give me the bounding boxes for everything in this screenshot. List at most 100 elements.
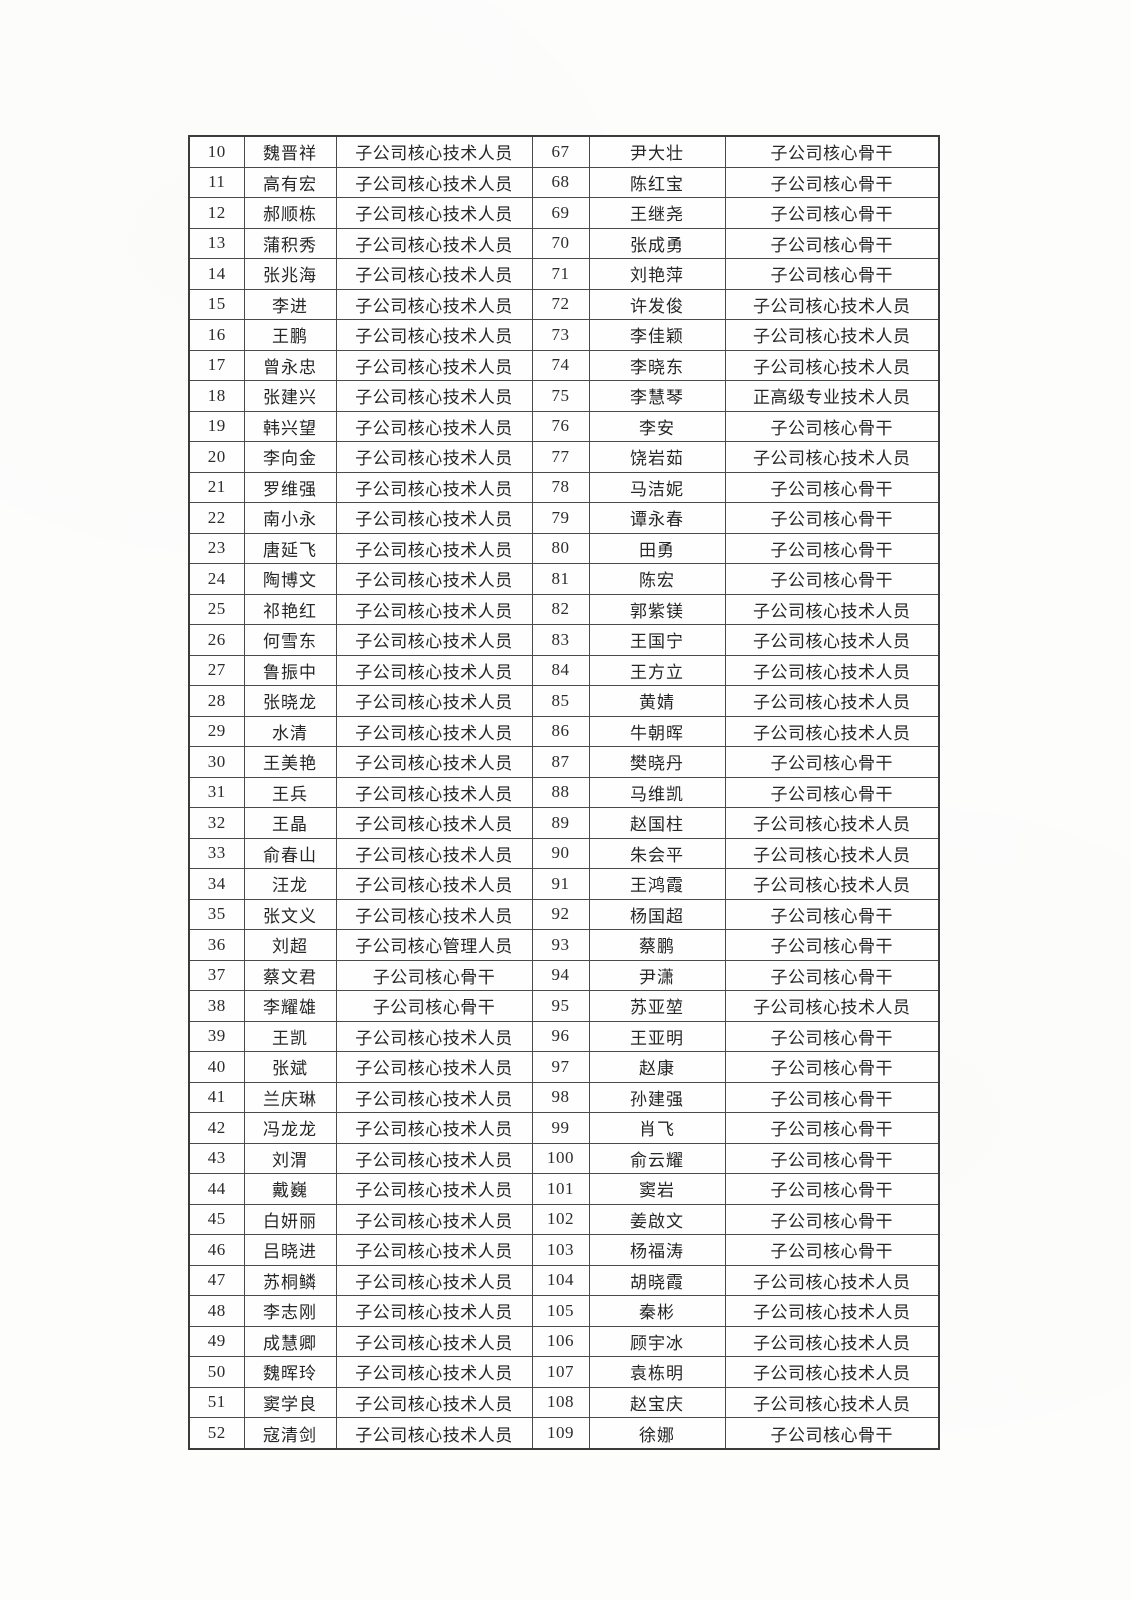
left-title-cell: 子公司核心技术人员 bbox=[335, 1112, 533, 1144]
right-name-cell: 王继尧 bbox=[588, 197, 726, 229]
roster-row: 22 南小永 子公司核心技术人员 79 谭永春 子公司核心骨干 bbox=[188, 502, 940, 534]
left-index-cell: 41 bbox=[188, 1081, 245, 1114]
right-index-cell: 102 bbox=[531, 1203, 590, 1236]
left-index-cell: 22 bbox=[188, 502, 245, 534]
right-index-cell: 91 bbox=[531, 868, 590, 900]
left-index-cell: 38 bbox=[188, 990, 245, 1022]
roster-row: 31 王兵 子公司核心技术人员 88 马维凯 子公司核心骨干 bbox=[188, 776, 940, 809]
right-name-cell: 谭永春 bbox=[588, 502, 726, 534]
left-name-cell: 张建兴 bbox=[243, 380, 337, 412]
left-index-cell: 40 bbox=[188, 1051, 245, 1083]
left-name-cell: 汪龙 bbox=[243, 868, 337, 900]
left-title-cell: 子公司核心技术人员 bbox=[335, 1051, 533, 1083]
left-name-cell: 蒲积秀 bbox=[243, 227, 337, 260]
left-index-cell: 19 bbox=[188, 410, 245, 443]
right-name-cell: 郭紫镁 bbox=[588, 593, 726, 626]
left-name-cell: 陶博文 bbox=[243, 563, 337, 595]
right-index-cell: 104 bbox=[531, 1264, 590, 1297]
left-title-cell: 子公司核心技术人员 bbox=[335, 1264, 533, 1297]
right-name-cell: 王亚明 bbox=[588, 1020, 726, 1053]
left-title-cell: 子公司核心技术人员 bbox=[335, 1417, 533, 1450]
left-index-cell: 28 bbox=[188, 685, 245, 717]
right-name-cell: 赵国柱 bbox=[588, 807, 726, 839]
right-title-cell: 子公司核心技术人员 bbox=[724, 1386, 940, 1419]
left-index-cell: 10 bbox=[188, 135, 245, 168]
roster-row: 23 唐延飞 子公司核心技术人员 80 田勇 子公司核心骨干 bbox=[188, 532, 940, 565]
left-name-cell: 南小永 bbox=[243, 502, 337, 534]
right-index-cell: 69 bbox=[531, 197, 590, 229]
right-name-cell: 樊晓丹 bbox=[588, 746, 726, 778]
roster-row: 47 苏桐鳞 子公司核心技术人员 104 胡晓霞 子公司核心技术人员 bbox=[188, 1264, 940, 1297]
left-index-cell: 32 bbox=[188, 807, 245, 839]
right-title-cell: 子公司核心骨干 bbox=[724, 1142, 940, 1175]
right-name-cell: 蔡鹏 bbox=[588, 929, 726, 961]
left-title-cell: 子公司核心骨干 bbox=[335, 959, 533, 992]
right-index-cell: 83 bbox=[531, 624, 590, 656]
left-index-cell: 35 bbox=[188, 898, 245, 931]
right-title-cell: 子公司核心技术人员 bbox=[724, 837, 940, 870]
right-index-cell: 87 bbox=[531, 746, 590, 778]
right-index-cell: 94 bbox=[531, 959, 590, 992]
left-index-cell: 37 bbox=[188, 959, 245, 992]
right-index-cell: 88 bbox=[531, 776, 590, 809]
left-title-cell: 子公司核心技术人员 bbox=[335, 1142, 533, 1175]
left-title-cell: 子公司核心技术人员 bbox=[335, 532, 533, 565]
left-title-cell: 子公司核心技术人员 bbox=[335, 563, 533, 595]
roster-row: 49 成慧卿 子公司核心技术人员 106 顾宇冰 子公司核心技术人员 bbox=[188, 1325, 940, 1358]
right-index-cell: 82 bbox=[531, 593, 590, 626]
roster-row: 36 刘超 子公司核心管理人员 93 蔡鹏 子公司核心骨干 bbox=[188, 929, 940, 961]
right-index-cell: 79 bbox=[531, 502, 590, 534]
roster-row: 33 俞春山 子公司核心技术人员 90 朱会平 子公司核心技术人员 bbox=[188, 837, 940, 870]
left-title-cell: 子公司核心技术人员 bbox=[335, 166, 533, 199]
roster-row: 29 水清 子公司核心技术人员 86 牛朝晖 子公司核心技术人员 bbox=[188, 715, 940, 748]
roster-row: 12 郝顺栋 子公司核心技术人员 69 王继尧 子公司核心骨干 bbox=[188, 197, 940, 229]
left-index-cell: 52 bbox=[188, 1417, 245, 1450]
right-name-cell: 苏亚堃 bbox=[588, 990, 726, 1022]
left-title-cell: 子公司核心技术人员 bbox=[335, 1356, 533, 1388]
roster-row: 20 李向金 子公司核心技术人员 77 饶岩茹 子公司核心技术人员 bbox=[188, 441, 940, 473]
right-index-cell: 68 bbox=[531, 166, 590, 199]
left-index-cell: 15 bbox=[188, 288, 245, 321]
right-index-cell: 100 bbox=[531, 1142, 590, 1175]
right-title-cell: 子公司核心技术人员 bbox=[724, 1325, 940, 1358]
right-index-cell: 77 bbox=[531, 441, 590, 473]
left-title-cell: 子公司核心技术人员 bbox=[335, 197, 533, 229]
roster-row: 13 蒲积秀 子公司核心技术人员 70 张成勇 子公司核心骨干 bbox=[188, 227, 940, 260]
right-title-cell: 子公司核心技术人员 bbox=[724, 349, 940, 382]
right-index-cell: 96 bbox=[531, 1020, 590, 1053]
right-name-cell: 赵宝庆 bbox=[588, 1386, 726, 1419]
right-index-cell: 81 bbox=[531, 563, 590, 595]
left-name-cell: 张文义 bbox=[243, 898, 337, 931]
roster-row: 43 刘渭 子公司核心技术人员 100 俞云耀 子公司核心骨干 bbox=[188, 1142, 940, 1175]
right-name-cell: 陈宏 bbox=[588, 563, 726, 595]
roster-row: 37 蔡文君 子公司核心骨干 94 尹潇 子公司核心骨干 bbox=[188, 959, 940, 992]
left-title-cell: 子公司核心技术人员 bbox=[335, 837, 533, 870]
right-name-cell: 窦岩 bbox=[588, 1173, 726, 1205]
left-name-cell: 刘超 bbox=[243, 929, 337, 961]
left-index-cell: 49 bbox=[188, 1325, 245, 1358]
right-index-cell: 73 bbox=[531, 319, 590, 351]
left-name-cell: 戴巍 bbox=[243, 1173, 337, 1205]
left-index-cell: 33 bbox=[188, 837, 245, 870]
right-index-cell: 99 bbox=[531, 1112, 590, 1144]
right-index-cell: 67 bbox=[531, 135, 590, 168]
right-title-cell: 子公司核心骨干 bbox=[724, 227, 940, 260]
left-name-cell: 吕晓进 bbox=[243, 1234, 337, 1266]
right-title-cell: 子公司核心技术人员 bbox=[724, 1356, 940, 1388]
right-index-cell: 108 bbox=[531, 1386, 590, 1419]
roster-row: 18 张建兴 子公司核心技术人员 75 李慧琴 正高级专业技术人员 bbox=[188, 380, 940, 412]
roster-row: 50 魏晖玲 子公司核心技术人员 107 袁栋明 子公司核心技术人员 bbox=[188, 1356, 940, 1388]
right-name-cell: 许发俊 bbox=[588, 288, 726, 321]
left-name-cell: 罗维强 bbox=[243, 471, 337, 504]
roster-row: 44 戴巍 子公司核心技术人员 101 窦岩 子公司核心骨干 bbox=[188, 1173, 940, 1205]
right-title-cell: 子公司核心骨干 bbox=[724, 1081, 940, 1114]
right-name-cell: 田勇 bbox=[588, 532, 726, 565]
left-title-cell: 子公司核心技术人员 bbox=[335, 746, 533, 778]
right-title-cell: 子公司核心骨干 bbox=[724, 1112, 940, 1144]
roster-table-body: 10 魏晋祥 子公司核心技术人员 67 尹大壮 子公司核心骨干 11 高有宏 子… bbox=[188, 135, 940, 1450]
right-name-cell: 秦彬 bbox=[588, 1295, 726, 1327]
roster-row: 16 王鹏 子公司核心技术人员 73 李佳颖 子公司核心技术人员 bbox=[188, 319, 940, 351]
left-name-cell: 何雪东 bbox=[243, 624, 337, 656]
left-title-cell: 子公司核心骨干 bbox=[335, 990, 533, 1022]
left-name-cell: 李耀雄 bbox=[243, 990, 337, 1022]
